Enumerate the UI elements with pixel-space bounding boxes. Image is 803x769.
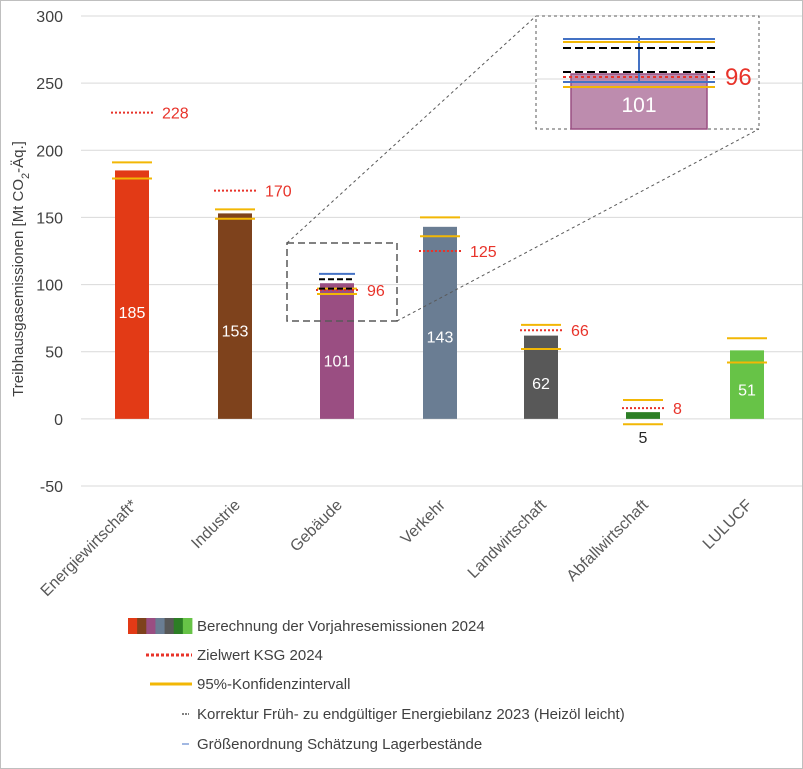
y-tick-label-0: 300 — [36, 9, 63, 26]
y-tick-label-4: 100 — [36, 278, 63, 295]
y-axis-title-subscript: 2 — [20, 173, 32, 179]
labels-layer: 185 228 153 170 101 96 143 125 62 66 5 8 51 — [119, 106, 756, 447]
category-label-3: Verkehr — [398, 496, 449, 547]
legend-swatch-2 — [146, 618, 156, 634]
legend-label-3: Korrektur Früh- zu endgültiger Energiebi… — [197, 706, 625, 723]
target-label-4: 66 — [571, 323, 589, 340]
inset-value-label: 101 — [621, 94, 656, 117]
category-label-1: Industrie — [188, 497, 243, 552]
y-tick-label-1: 250 — [36, 76, 63, 93]
legend-swatch-4 — [164, 618, 175, 634]
legend-swatch-3 — [155, 618, 165, 634]
value-label-0: 185 — [119, 305, 146, 322]
y-axis: 300 250 200 150 100 50 0 -50 — [36, 9, 63, 496]
y-tick-label-5: 50 — [45, 345, 63, 362]
category-label-0: Energiewirtschaft* — [38, 497, 141, 600]
y-axis-title: Treibhausgasemissionen [Mt CO2-Äq.] — [10, 141, 32, 397]
category-label-6: LULUCF — [700, 497, 756, 553]
value-label-3: 143 — [427, 329, 454, 346]
value-label-5: 5 — [639, 430, 648, 447]
target-label-2: 96 — [367, 283, 385, 300]
value-label-1: 153 — [222, 324, 249, 341]
y-tick-label-2: 200 — [36, 143, 63, 160]
y-tick-label-3: 150 — [36, 210, 63, 227]
target-label-1: 170 — [265, 184, 292, 201]
legend-swatch-5 — [173, 618, 184, 634]
value-label-4: 62 — [532, 376, 550, 393]
zoom-callout: 101 96 — [286, 15, 760, 322]
legend-swatch-6 — [182, 618, 193, 634]
inset-target-label: 96 — [725, 64, 752, 91]
value-label-2: 101 — [324, 354, 351, 371]
zoom-source-box — [286, 242, 398, 322]
legend-swatch-0 — [128, 618, 138, 634]
zoom-connector-bottom — [396, 128, 760, 322]
bar-3 — [423, 226, 457, 419]
zoom-connector-top — [286, 15, 537, 244]
y-axis-title-main: Treibhausgasemissionen [Mt CO — [10, 179, 27, 397]
bar-1 — [218, 213, 252, 419]
target-label-5: 8 — [673, 401, 682, 418]
value-label-6: 51 — [738, 382, 756, 399]
legend-label-1: Zielwert KSG 2024 — [197, 647, 323, 664]
legend-swatch-1 — [137, 618, 147, 634]
x-axis: Energiewirtschaft* Industrie Gebäude Verkeh… — [38, 496, 756, 600]
bar-0 — [115, 170, 149, 419]
target-label-3: 125 — [470, 244, 497, 261]
legend-label-4: Größenordnung Schätzung Lagerbestände — [197, 736, 482, 753]
bars-layer — [115, 170, 764, 419]
target-label-0: 228 — [162, 106, 189, 123]
inset-bar — [570, 73, 708, 130]
y-tick-label-6: 0 — [54, 412, 63, 429]
category-label-5: Abfallwirtschaft — [564, 496, 652, 584]
legend-label-0: Berechnung der Vorjahresemissionen 2024 — [197, 618, 485, 635]
y-tick-label-7: -50 — [40, 479, 63, 496]
bar-2 — [320, 283, 354, 419]
marks-layer — [111, 111, 767, 426]
legend: Berechnung der Vorjahresemissionen 2024 Z… — [128, 618, 625, 753]
category-label-2: Gebäude — [287, 497, 346, 556]
bar-5 — [626, 412, 660, 419]
category-label-4: Landwirtschaft — [465, 496, 550, 581]
y-axis-title-suffix: -Äq.] — [10, 141, 27, 173]
legend-label-2: 95%-Konfidenzintervall — [197, 676, 350, 693]
